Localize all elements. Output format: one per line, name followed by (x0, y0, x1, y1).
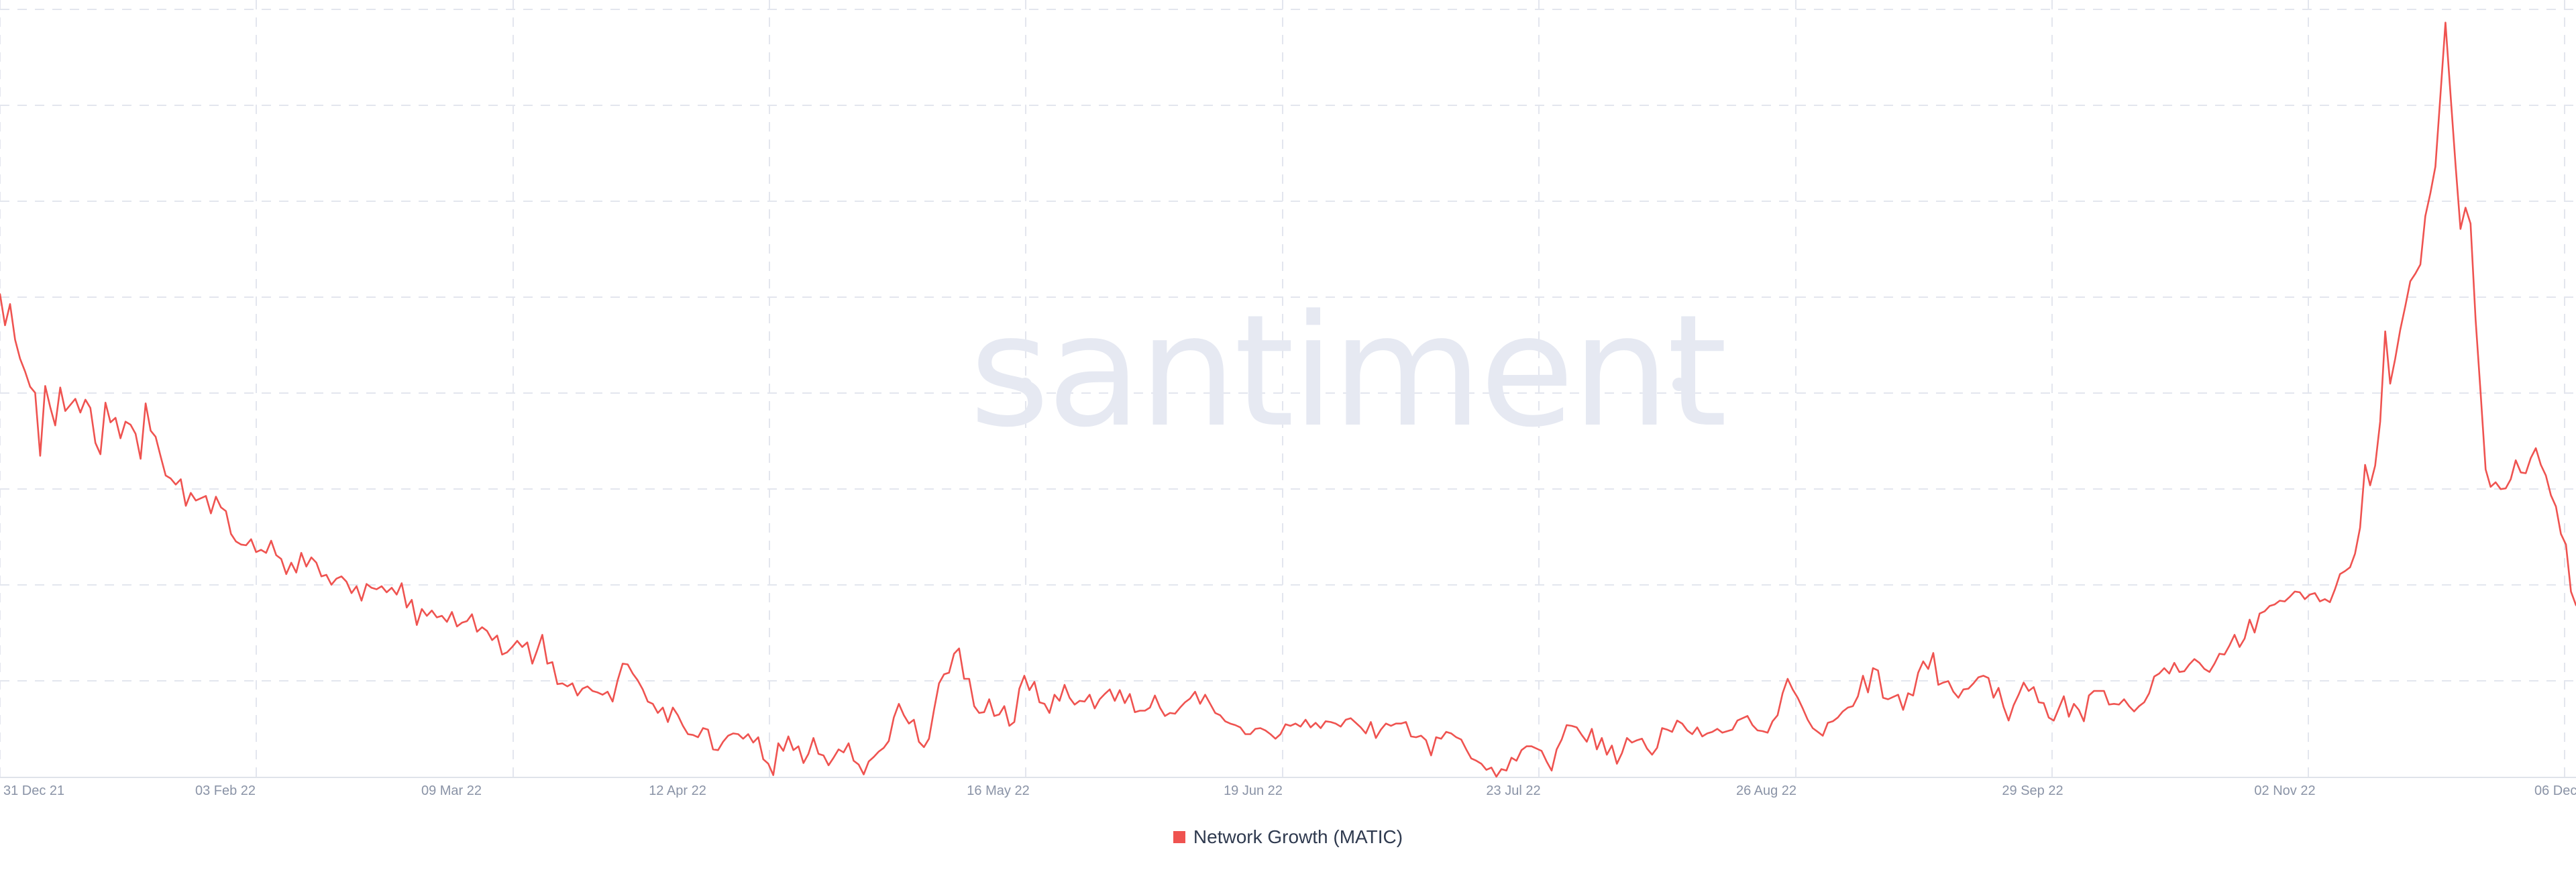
x-axis-tick-labels: 31 Dec 21 03 Feb 22 09 Mar 22 12 Apr 22 16 M… (3, 783, 2576, 798)
series-line-network-growth (0, 21, 2576, 778)
x-tick-label: 06 Dec (2534, 783, 2576, 798)
legend-label: Network Growth (MATIC) (1193, 826, 1403, 847)
watermark-right-dot (1672, 378, 1686, 391)
x-tick-label: 26 Aug 22 (1736, 783, 1796, 798)
x-tick-label: 19 Jun 22 (1224, 783, 1283, 798)
watermark-left-dot (1018, 378, 1032, 391)
x-tick-label: 31 Dec 21 (3, 783, 64, 798)
legend-swatch (1173, 831, 1185, 843)
x-tick-label: 09 Mar 22 (421, 783, 482, 798)
x-tick-label: 12 Apr 22 (649, 783, 706, 798)
x-tick-label: 23 Jul 22 (1486, 783, 1540, 798)
x-tick-label: 03 Feb 22 (195, 783, 256, 798)
x-tick-label: 02 Nov 22 (2254, 783, 2315, 798)
x-tick-label: 29 Sep 22 (2002, 783, 2063, 798)
x-tick-label: 16 May 22 (967, 783, 1029, 798)
watermark-text: santiment (969, 282, 1725, 461)
watermark: santiment (969, 282, 1727, 461)
legend: Network Growth (MATIC) (0, 826, 2576, 848)
horizontal-gridlines (0, 9, 2576, 682)
